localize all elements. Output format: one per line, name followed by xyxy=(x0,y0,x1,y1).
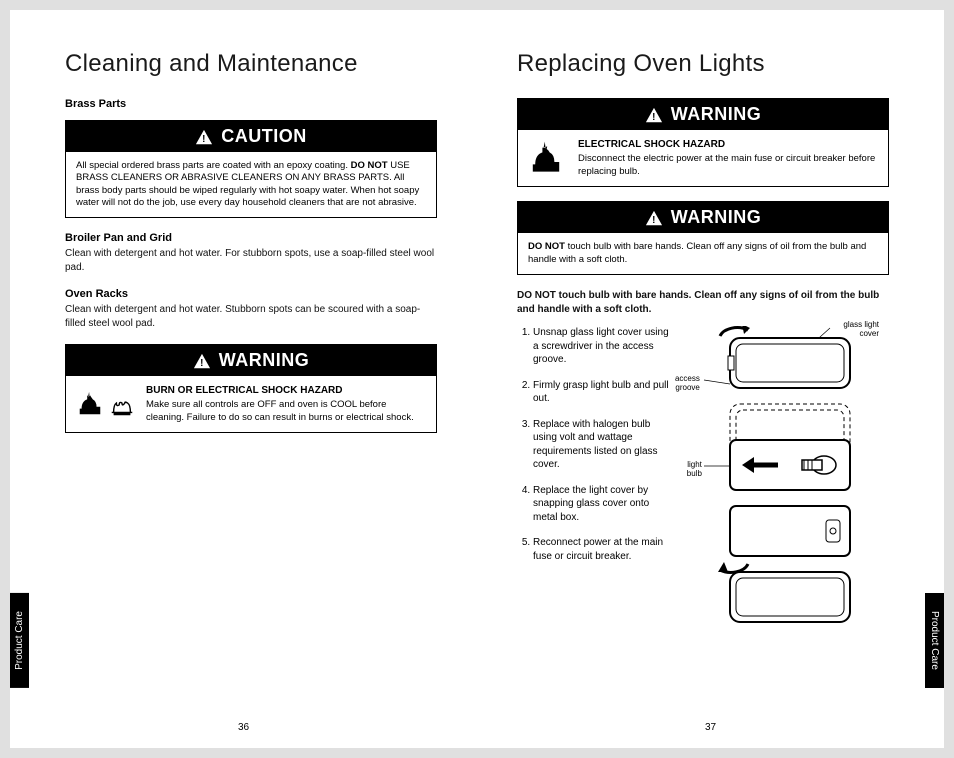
steps-column: Unsnap glass light cover using a screwdr… xyxy=(517,326,680,626)
right-warning1-label: WARNING xyxy=(671,104,762,125)
racks-heading: Oven Racks xyxy=(65,288,437,300)
step-3: Replace with halogen bulb using volt and… xyxy=(533,418,680,472)
left-warning-text: Make sure all controls are OFF and oven … xyxy=(146,399,414,422)
warning-triangle-icon: ! xyxy=(193,353,211,369)
caution-label: CAUTION xyxy=(221,126,307,147)
caution-header: ! CAUTION xyxy=(66,121,436,152)
label-glass-cover: glass lightcover xyxy=(843,320,879,338)
label-access-groove: accessgroove xyxy=(660,374,700,392)
step-4: Replace the light cover by snapping glas… xyxy=(533,484,680,525)
shock-hand-icon xyxy=(528,138,568,178)
label-light-bulb: lightbulb xyxy=(676,460,702,478)
caution-body: All special ordered brass parts are coat… xyxy=(66,152,436,217)
right-warning2-box: ! WARNING DO NOT touch bulb with bare ha… xyxy=(517,201,889,275)
diagram-column: glass lightcover accessgroove lightbulb xyxy=(690,326,889,626)
left-page-number: 36 xyxy=(10,722,477,733)
step-1: Unsnap glass light cover using a screwdr… xyxy=(533,326,680,367)
broiler-heading: Broiler Pan and Grid xyxy=(65,232,437,244)
broiler-text: Clean with detergent and hot water. For … xyxy=(65,247,437,274)
step-2: Firmly grasp light bulb and pull out. xyxy=(533,379,680,406)
step-5: Reconnect power at the main fuse or circ… xyxy=(533,536,680,563)
side-tab-left: Product Care xyxy=(10,593,29,688)
page-right: Product Care Replacing Oven Lights ! WAR… xyxy=(477,10,944,748)
right-lower-row: Unsnap glass light cover using a screwdr… xyxy=(517,326,889,626)
svg-text:!: ! xyxy=(652,112,656,123)
right-page-number: 37 xyxy=(477,722,944,733)
steps-list: Unsnap glass light cover using a screwdr… xyxy=(517,326,680,563)
left-warning-header: ! WARNING xyxy=(66,345,436,376)
left-warning-body: BURN OR ELECTRICAL SHOCK HAZARD Make sur… xyxy=(66,376,436,432)
svg-text:!: ! xyxy=(202,134,206,145)
right-title: Replacing Oven Lights xyxy=(517,50,889,78)
right-warning1-text: Disconnect the electric power at the mai… xyxy=(578,153,875,176)
right-warning1-header: ! WARNING xyxy=(518,99,888,130)
left-warning-label: WARNING xyxy=(219,350,310,371)
light-cover-diagram xyxy=(690,326,870,626)
right-warning1-box: ! WARNING ELECTRICAL SHOCK HAZARD Discon… xyxy=(517,98,889,187)
racks-text: Clean with detergent and hot water. Stub… xyxy=(65,303,437,330)
warning-triangle-icon: ! xyxy=(645,107,663,123)
left-title: Cleaning and Maintenance xyxy=(65,50,437,78)
right-warning1-body: ELECTRICAL SHOCK HAZARD Disconnect the e… xyxy=(518,130,888,186)
right-warning2-header: ! WARNING xyxy=(518,202,888,233)
right-warning2-bold: DO NOT xyxy=(528,241,565,252)
svg-text:!: ! xyxy=(652,215,656,226)
left-warning-hazard: BURN OR ELECTRICAL SHOCK HAZARD xyxy=(146,384,426,397)
right-warning2-body: DO NOT touch bulb with bare hands. Clean… xyxy=(518,233,888,274)
caution-box: ! CAUTION All special ordered brass part… xyxy=(65,120,437,218)
side-tab-right: Product Care xyxy=(925,593,944,688)
caution-text-pre: All special ordered brass parts are coat… xyxy=(76,160,351,171)
page-left: Product Care Cleaning and Maintenance Br… xyxy=(10,10,477,748)
burn-shock-icon xyxy=(76,390,136,418)
warning-triangle-icon: ! xyxy=(645,210,663,226)
caution-text-bold: DO NOT xyxy=(351,160,388,171)
svg-text:!: ! xyxy=(200,358,204,369)
left-warning-box: ! WARNING BURN OR ELECTRICAL SHOCK HAZAR… xyxy=(65,344,437,433)
right-warning2-label: WARNING xyxy=(671,207,762,228)
warning-triangle-icon: ! xyxy=(195,129,213,145)
right-warning2-text: touch bulb with bare hands. Clean off an… xyxy=(528,241,866,264)
repeat-note: DO NOT touch bulb with bare hands. Clean… xyxy=(517,289,889,316)
brass-parts-heading: Brass Parts xyxy=(65,98,437,110)
page-spread: Product Care Cleaning and Maintenance Br… xyxy=(10,10,944,748)
right-warning1-hazard: ELECTRICAL SHOCK HAZARD xyxy=(578,138,878,151)
